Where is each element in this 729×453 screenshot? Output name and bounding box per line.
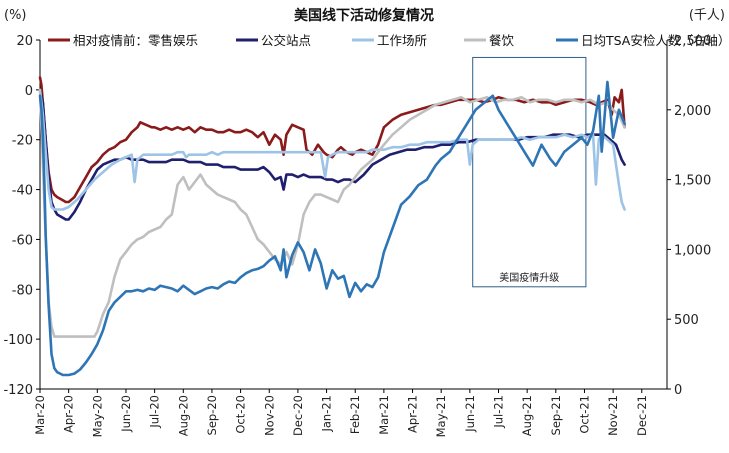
left-tick-label: -80 — [12, 283, 33, 298]
right-axis-unit: (千人) — [689, 8, 725, 23]
x-tick-label: Apr-20 — [62, 395, 76, 433]
legend: 相对疫情前：零售娱乐 公交站点 工作场所 餐饮 日均TSA安检人数（右轴） — [48, 33, 729, 48]
legend-label-4: 日均TSA安检人数（右轴） — [581, 33, 729, 48]
x-tick-label: Dec-20 — [291, 395, 305, 436]
right-tick-label: 500 — [674, 313, 699, 328]
right-tick-label: 0 — [674, 383, 682, 398]
x-tick-label: Oct-20 — [234, 395, 248, 434]
right-tick-label: 2,000 — [674, 104, 711, 119]
left-tick-label: 20 — [16, 34, 33, 49]
chart-title: 美国线下活动修复情况 — [294, 7, 434, 24]
legend-label-1: 公交站点 — [261, 33, 311, 48]
x-tick-label: Sep-20 — [205, 395, 219, 435]
right-y-ticks: 2,500 2,000 1,500 1,000 500 0 — [667, 34, 711, 398]
left-tick-label: -20 — [12, 134, 33, 149]
series-line-2 — [38, 88, 626, 211]
x-tick-label: Jun-21 — [463, 395, 477, 433]
x-tick-label: Jan-21 — [320, 395, 334, 433]
left-tick-label: -60 — [12, 233, 33, 248]
series-line-3 — [38, 88, 626, 338]
x-tick-label: Dec-21 — [635, 395, 649, 436]
x-tick-label: Aug-21 — [520, 395, 534, 436]
left-tick-label: -120 — [3, 383, 33, 398]
left-tick-label: -40 — [12, 184, 33, 199]
series-lines — [38, 76, 626, 377]
legend-label-2: 工作场所 — [377, 33, 427, 48]
series-line-0 — [38, 76, 626, 204]
x-tick-label: Mar-20 — [33, 395, 47, 435]
annotation-label: 美国疫情升级 — [499, 271, 559, 284]
right-tick-label: 2,500 — [674, 34, 711, 49]
x-tick-label: May-20 — [90, 395, 104, 437]
x-tick-label: Aug-20 — [176, 395, 190, 436]
x-tick-label: Apr-21 — [406, 395, 420, 433]
x-tick-label: Sep-21 — [549, 395, 563, 435]
annotation-rect — [472, 56, 587, 288]
x-tick-label: Nov-21 — [606, 395, 620, 436]
legend-label-0: 相对疫情前：零售娱乐 — [73, 33, 198, 48]
left-y-ticks: 20 0 -20 -40 -60 -80 -100 -120 — [3, 34, 40, 398]
x-tick-label: Feb-21 — [348, 395, 362, 434]
x-tick-label: Oct-21 — [577, 395, 591, 434]
x-tick-label: Jul-21 — [492, 395, 506, 429]
right-tick-label: 1,000 — [674, 243, 711, 258]
x-tick-label: Nov-20 — [262, 395, 276, 436]
annotation-box: 美国疫情升级 — [472, 56, 587, 288]
x-tick-label: May-21 — [434, 395, 448, 437]
left-tick-label: 0 — [25, 84, 33, 99]
x-tick-label: Mar-21 — [377, 395, 391, 435]
x-tick-label: Jun-20 — [119, 395, 133, 433]
left-tick-label: -100 — [3, 333, 33, 348]
right-tick-label: 1,500 — [674, 174, 711, 189]
x-ticks: Mar-20 Apr-20 May-20 Jun-20 Jul-20 Aug-20 Sep-… — [33, 389, 649, 437]
legend-label-3: 餐饮 — [489, 33, 515, 48]
left-axis-unit: (%) — [4, 8, 27, 23]
series-line-4 — [38, 80, 626, 377]
x-tick-label: Jul-20 — [148, 395, 162, 429]
